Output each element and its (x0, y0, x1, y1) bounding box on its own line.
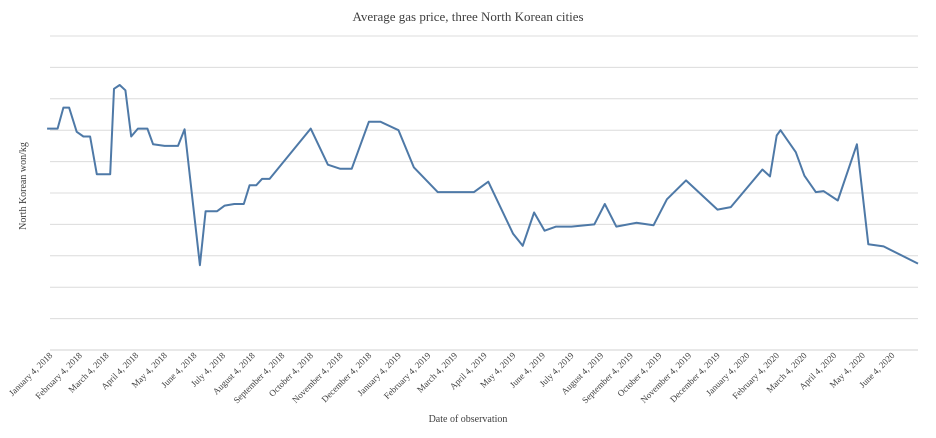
x-tick-label: December 4, 2018 (319, 350, 373, 404)
x-tick-label: September 4, 2019 (580, 350, 635, 405)
x-tick-label: December 4, 2019 (668, 350, 722, 404)
x-tick-label: September 4, 2018 (231, 350, 286, 405)
x-tick-label: November 4, 2018 (290, 350, 345, 405)
x-axis-label: Date of observation (428, 414, 508, 425)
series-line (47, 84, 919, 267)
x-tick-label: November 4, 2019 (639, 350, 694, 405)
chart-title: Average gas price, three North Korean ci… (352, 9, 584, 24)
